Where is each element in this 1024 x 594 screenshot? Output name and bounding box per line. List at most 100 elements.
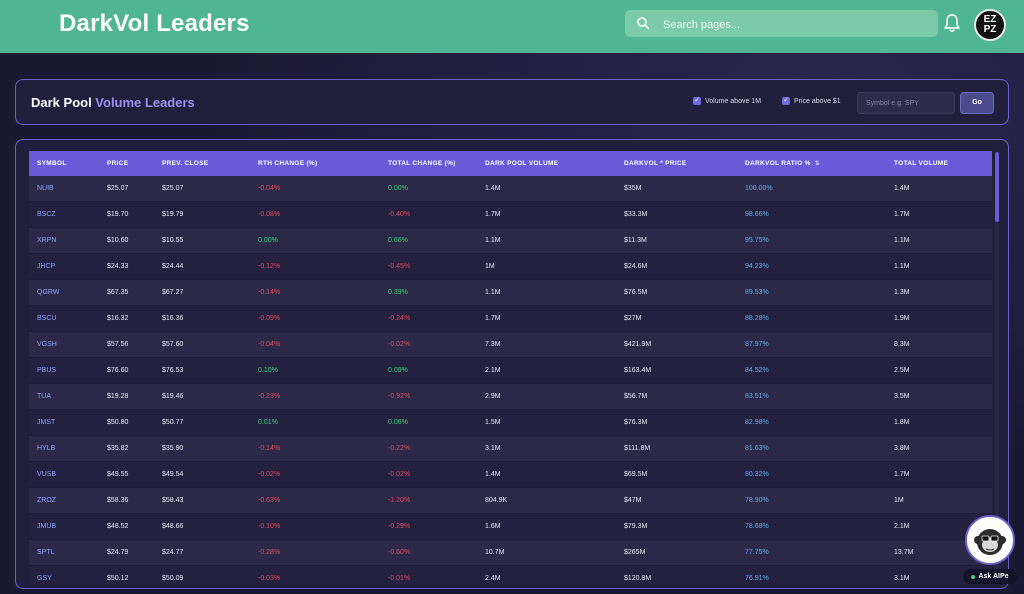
checkmark-icon: ✓ — [693, 97, 701, 105]
cell-dark-pool-volume: 2.9M — [485, 393, 501, 400]
table-row[interactable]: BSCU $16.32 $16.36 -0.09% -0.24% 1.7M $27M 88.2… — [29, 305, 992, 332]
table-row[interactable]: VGSH $57.56 $57.60 -0.04% -0.02% 7.3M $421.9M 8… — [29, 331, 992, 358]
cell-price: $48.52 — [107, 523, 129, 530]
column-header-dark-pool-volume[interactable]: DARK POOL VOLUME — [485, 160, 559, 167]
table-row[interactable]: PBUS $76.60 $76.53 0.10% 0.09% 2.1M $163.4M 84.… — [29, 357, 992, 384]
column-header-darkvol-price[interactable]: DARKVOL * PRICE — [624, 160, 687, 167]
ai-assistant-label[interactable]: Ask AIPe — [963, 569, 1017, 584]
ai-assistant-button[interactable] — [965, 515, 1015, 565]
table-row[interactable]: JHCP $24.33 $24.44 -0.12% -0.45% 1M $24.6M 94.2… — [29, 253, 992, 280]
cell-symbol[interactable]: VGSH — [37, 341, 57, 348]
cell-symbol[interactable]: BSCU — [37, 315, 57, 322]
table-row[interactable]: JMST $50.80 $50.77 0.01% 0.06% 1.5M $76.3M 82.9… — [29, 409, 992, 436]
cell-total-volume: 3.5M — [894, 393, 910, 400]
cell-total-volume: 13.7M — [894, 549, 914, 556]
checkmark-icon: ✓ — [782, 97, 790, 105]
notification-bell-icon[interactable] — [943, 13, 961, 33]
go-button[interactable]: Go — [960, 92, 994, 114]
cell-prev-close: $19.46 — [162, 393, 184, 400]
cell-symbol[interactable]: XRPN — [37, 237, 57, 244]
ai-assistant-text: Ask AIPe — [978, 573, 1009, 580]
sort-icon[interactable]: ⇅ — [814, 161, 820, 167]
column-header-price[interactable]: PRICE — [107, 160, 129, 167]
cell-total-change: -0.60% — [388, 549, 411, 556]
cell-rth-change: -0.14% — [258, 445, 281, 452]
volume-filter-checkbox[interactable]: ✓ Volume above 1M — [693, 97, 761, 105]
table-row[interactable]: QGRW $67.35 $67.27 -0.14% 0.39% 1.1M $76.5M 89.… — [29, 279, 992, 306]
column-header-prev-close[interactable]: PREV. CLOSE — [162, 160, 209, 167]
column-header-rth-change[interactable]: RTH CHANGE (%) — [258, 160, 318, 167]
cell-symbol[interactable]: GSY — [37, 575, 52, 582]
cell-prev-close: $25.07 — [162, 185, 184, 192]
cell-darkvol-ratio: 78.90% — [745, 497, 769, 504]
cell-total-volume: 1.9M — [894, 315, 910, 322]
search-box[interactable] — [625, 10, 938, 39]
cell-dark-pool-volume: 1.4M — [485, 185, 501, 192]
cell-darkvol-ratio: 88.28% — [745, 315, 769, 322]
cell-total-volume: 2.1M — [894, 523, 910, 530]
cell-prev-close: $49.54 — [162, 471, 184, 478]
search-input[interactable] — [661, 10, 925, 39]
cell-darkvol-ratio: 89.53% — [745, 289, 769, 296]
cell-symbol[interactable]: HYLB — [37, 445, 56, 452]
table-row[interactable]: VUSB $49.55 $49.54 -0.02% -0.02% 1.4M $69.5M 80… — [29, 461, 992, 488]
cell-total-change: -0.92% — [388, 393, 411, 400]
table-row[interactable]: BSCZ $19.70 $19.79 -0.08% -0.40% 1.7M $33.3M 98… — [29, 201, 992, 228]
table-row[interactable]: TUA $19.28 $19.46 -0.23% -0.92% 2.9M $56.7M 83.… — [29, 383, 992, 410]
cell-rth-change: -0.03% — [258, 575, 281, 582]
table-row[interactable]: XRPN $10.60 $10.55 0.00% 0.66% 1.1M $11.3M 95.7… — [29, 227, 992, 254]
cell-dark-pool-volume: 1.6M — [485, 523, 501, 530]
column-header-total-volume[interactable]: TOTAL VOLUME — [894, 160, 949, 167]
cell-price: $50.12 — [107, 575, 129, 582]
table-row[interactable]: HYLB $35.82 $35.90 -0.14% -0.22% 3.1M $111.8M 8… — [29, 435, 992, 462]
table-row[interactable]: GSY $50.12 $50.09 -0.03% -0.01% 2.4M $120.8M 76… — [29, 565, 992, 584]
cell-darkvol-ratio: 77.75% — [745, 549, 769, 556]
user-avatar[interactable]: EZ PZ — [974, 9, 1006, 41]
cell-symbol[interactable]: VUSB — [37, 471, 57, 478]
scrollbar-thumb[interactable] — [995, 152, 999, 222]
cell-total-volume: 1M — [894, 497, 904, 504]
table-scrollbar[interactable] — [995, 152, 999, 582]
cell-rth-change: -0.04% — [258, 185, 281, 192]
cell-symbol[interactable]: TUA — [37, 393, 51, 400]
symbol-input[interactable] — [857, 92, 955, 114]
cell-price: $58.36 — [107, 497, 129, 504]
table-scroll-area[interactable]: SYMBOL PRICE PREV. CLOSE RTH CHANGE (%) … — [29, 151, 992, 584]
column-header-symbol[interactable]: SYMBOL — [37, 160, 67, 167]
cell-prev-close: $67.27 — [162, 289, 184, 296]
cell-symbol[interactable]: ZROZ — [37, 497, 57, 504]
cell-symbol[interactable]: JMST — [37, 419, 56, 426]
cell-rth-change: 0.01% — [258, 419, 278, 426]
leaders-table: SYMBOL PRICE PREV. CLOSE RTH CHANGE (%) … — [29, 151, 992, 584]
table-row[interactable]: NUIB $25.07 $25.07 -0.04% 0.00% 1.4M $35M 100.0… — [29, 176, 992, 202]
cell-symbol[interactable]: JMUB — [37, 523, 57, 530]
volume-filter-label: Volume above 1M — [705, 97, 762, 105]
cell-rth-change: -0.14% — [258, 289, 281, 296]
cell-total-volume: 2.5M — [894, 367, 910, 374]
cell-prev-close: $19.79 — [162, 211, 184, 218]
cell-rth-change: -0.10% — [258, 523, 281, 530]
column-header-darkvol-ratio[interactable]: DARKVOL RATIO % ⇅ — [737, 151, 886, 176]
cell-dark-pool-volume: 1.1M — [485, 237, 501, 244]
cell-symbol[interactable]: NUIB — [37, 185, 54, 192]
table-row[interactable]: ZROZ $58.36 $58.43 -0.63% -1.20% 804.9K $47M 78… — [29, 487, 992, 514]
table-row[interactable]: SPTL $24.79 $24.77 -0.28% -0.60% 10.7M $265M 77… — [29, 539, 992, 566]
cell-darkvol-ratio: 84.52% — [745, 367, 769, 374]
cell-price: $67.35 — [107, 289, 129, 296]
cell-symbol[interactable]: PBUS — [37, 367, 57, 374]
cell-darkvol-ratio: 83.51% — [745, 393, 769, 400]
cell-symbol[interactable]: QGRW — [37, 289, 60, 296]
price-filter-checkbox[interactable]: ✓ Price above $1 — [782, 97, 841, 105]
cell-price: $16.32 — [107, 315, 129, 322]
cell-price: $76.60 — [107, 367, 129, 374]
column-header-total-change[interactable]: TOTAL CHANGE (%) — [388, 160, 456, 167]
table-row[interactable]: JMUB $48.52 $48.66 -0.10% -0.29% 1.6M $79.3M 78… — [29, 513, 992, 540]
cell-darkvol-price: $79.3M — [624, 523, 648, 530]
cell-symbol[interactable]: BSCZ — [37, 211, 56, 218]
cell-symbol[interactable]: SPTL — [37, 549, 55, 556]
cell-symbol[interactable]: JHCP — [37, 263, 56, 270]
cell-total-change: 0.39% — [388, 289, 408, 296]
cell-price: $19.28 — [107, 393, 129, 400]
cell-total-volume: 1.8M — [894, 419, 910, 426]
cell-total-change: 0.66% — [388, 237, 408, 244]
